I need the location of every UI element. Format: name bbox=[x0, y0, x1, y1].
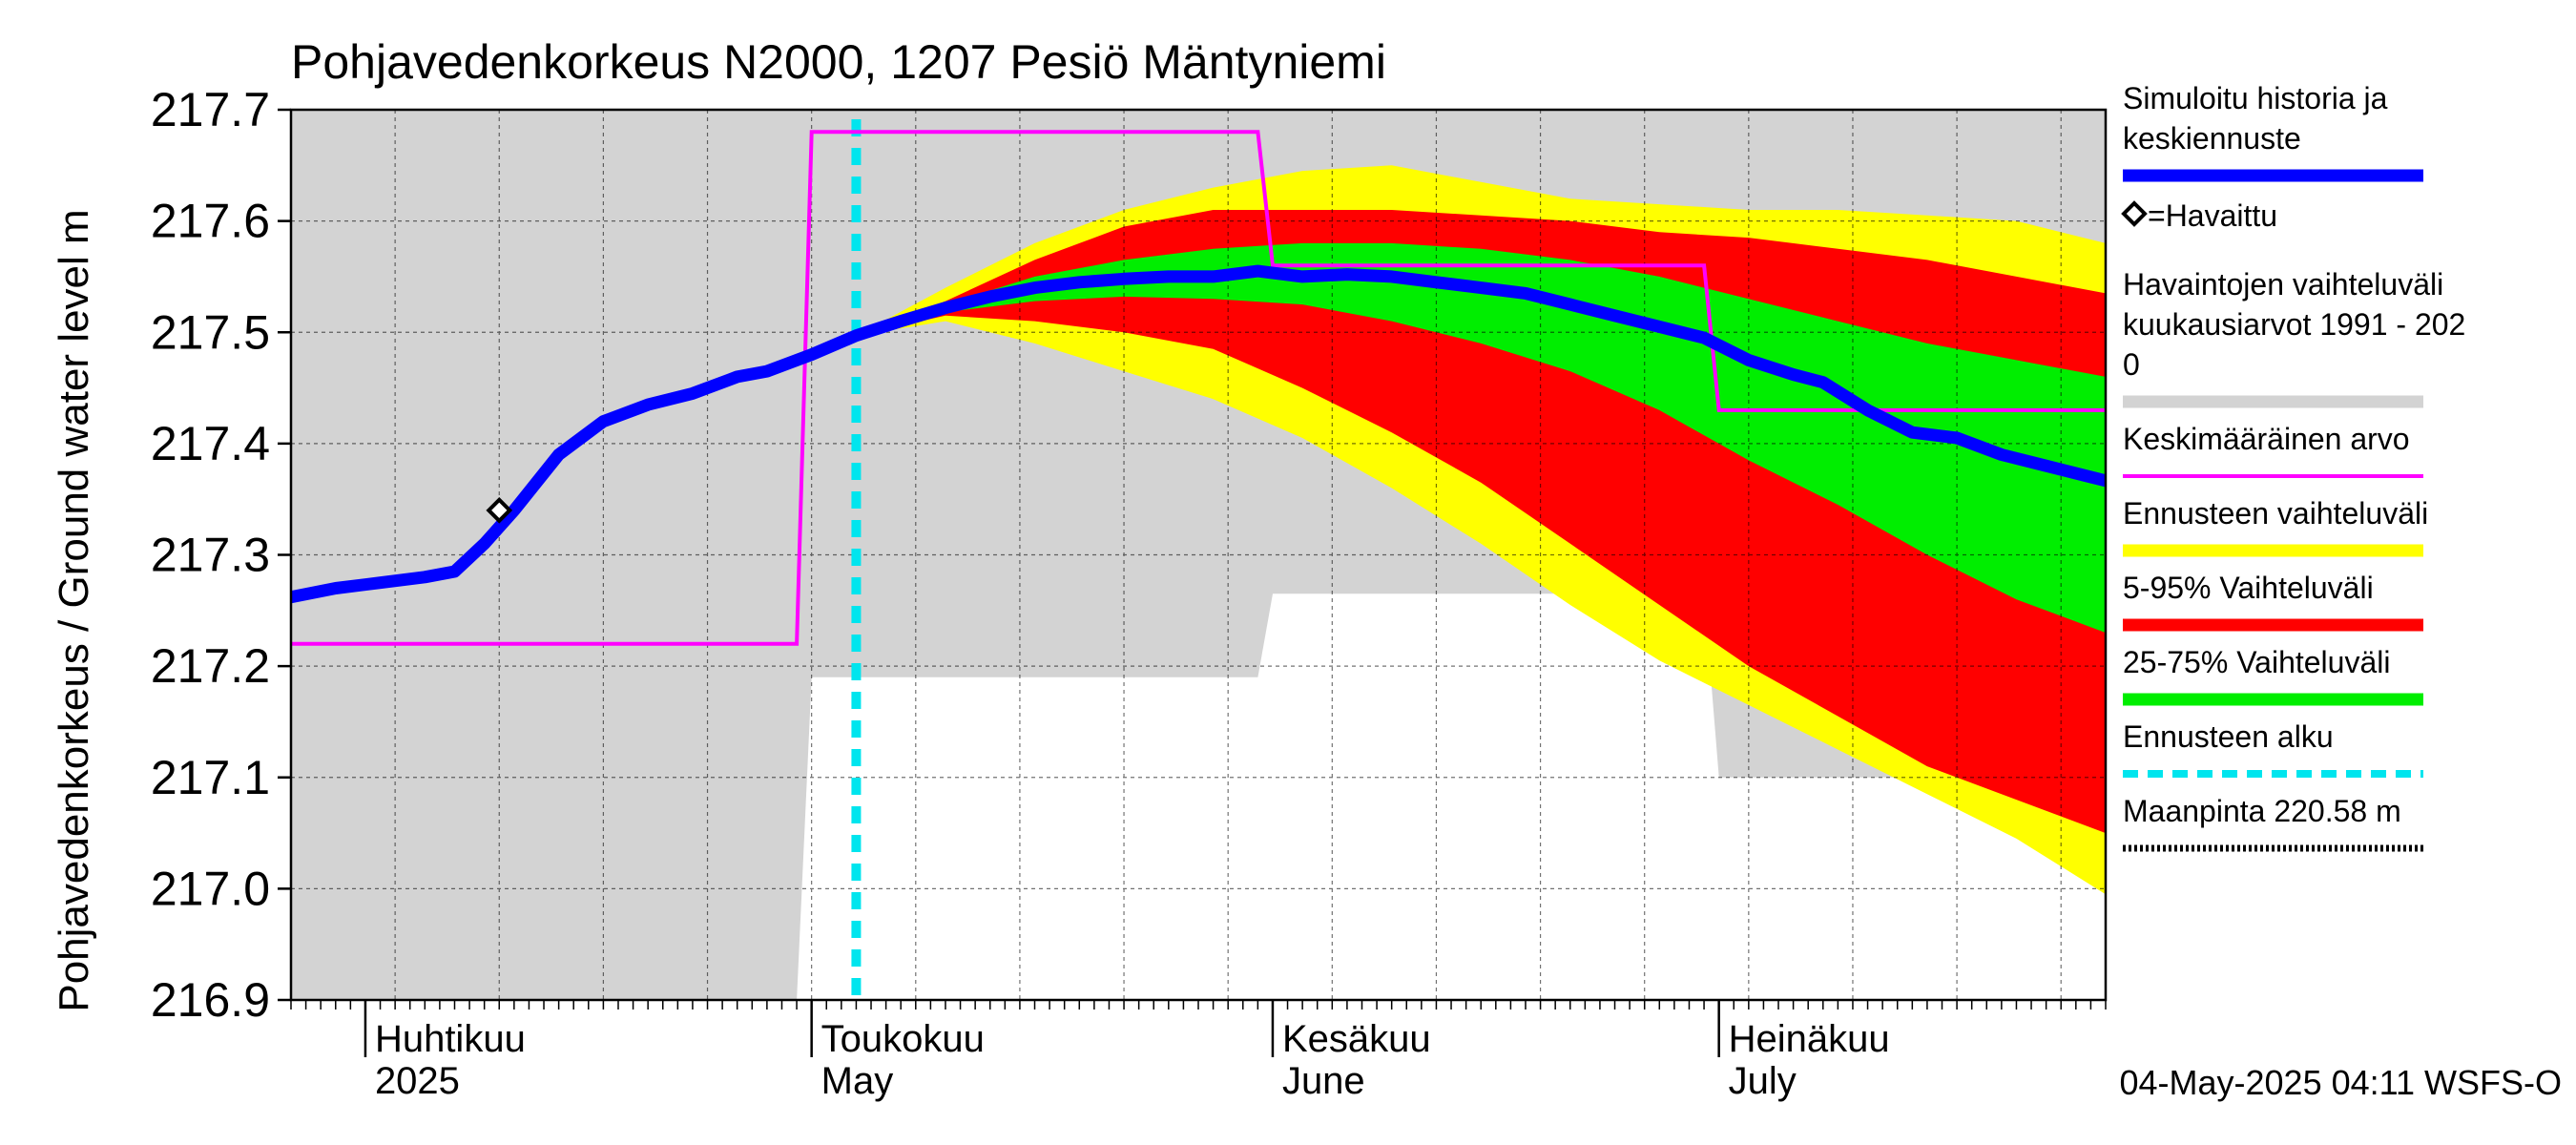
month-label-en-1: May bbox=[821, 1060, 894, 1102]
legend-label-range_obs-0: Havaintojen vaihteluväli bbox=[2123, 267, 2443, 302]
y-tick-label-4: 217.3 bbox=[151, 529, 270, 582]
month-label-fi-2: Kesäkuu bbox=[1282, 1018, 1431, 1060]
plot-area bbox=[291, 110, 2106, 1000]
y-tick-label-0: 216.9 bbox=[151, 973, 270, 1027]
y-tick-label-8: 217.7 bbox=[151, 83, 270, 136]
chart-title: Pohjavedenkorkeus N2000, 1207 Pesiö Mänt… bbox=[291, 35, 1386, 89]
legend-label-p5_95-0: 5-95% Vaihteluväli bbox=[2123, 571, 2374, 605]
y-tick-label-1: 217.0 bbox=[151, 862, 270, 915]
month-label-fi-1: Toukokuu bbox=[821, 1018, 985, 1060]
legend-label-p25_75-0: 25-75% Vaihteluväli bbox=[2123, 645, 2390, 679]
y-tick-label-2: 217.1 bbox=[151, 751, 270, 804]
simulated-mean-line bbox=[291, 264, 2106, 604]
y-tick-label-5: 217.4 bbox=[151, 417, 270, 470]
gridlines bbox=[291, 110, 2106, 1000]
legend-label-ground-0: Maanpinta 220.58 m bbox=[2123, 794, 2401, 828]
legend-swatch-obs bbox=[2121, 200, 2148, 227]
y-tick-label-6: 217.5 bbox=[151, 305, 270, 359]
month-label-en-2: June bbox=[1282, 1060, 1365, 1102]
timestamp-label: 04-May-2025 04:11 WSFS-O bbox=[2119, 1063, 2562, 1102]
axes: 216.9 217.0 217.1 217.2 217.3 217.4 217.5 217.6… bbox=[151, 83, 2108, 1102]
month-label-en-0: 2025 bbox=[375, 1060, 460, 1102]
y-tick-label-7: 217.6 bbox=[151, 195, 270, 248]
y-tick-label-3: 217.2 bbox=[151, 639, 270, 693]
legend-label-sim-1: keskiennuste bbox=[2123, 121, 2301, 156]
legend-label-sim-0: Simuloitu historia ja bbox=[2123, 81, 2388, 115]
legend: Simuloitu historia ja keskiennuste =Havait… bbox=[2121, 81, 2465, 852]
month-label-fi-0: Huhtikuu bbox=[375, 1018, 526, 1060]
month-label-en-3: July bbox=[1729, 1060, 1797, 1102]
observed-point-0 bbox=[486, 497, 513, 524]
legend-label-range_obs-2: 0 bbox=[2123, 347, 2140, 382]
mean-value-line bbox=[291, 130, 2106, 646]
legend-label-mean-0: Keskimääräinen arvo bbox=[2123, 422, 2410, 456]
month-label-fi-3: Heinäkuu bbox=[1729, 1018, 1890, 1060]
y-axis-label: Pohjavedenkorkeus / Ground water level m bbox=[51, 209, 97, 1011]
legend-label-obs: =Havaittu bbox=[2148, 198, 2277, 233]
legend-label-range_obs-1: kuukausiarvot 1991 - 202 bbox=[2123, 307, 2465, 342]
legend-label-fc_range-0: Ennusteen vaihteluväli bbox=[2123, 496, 2428, 531]
legend-label-fc_start-0: Ennusteen alku bbox=[2123, 719, 2334, 754]
band-25-75 bbox=[856, 242, 2106, 634]
